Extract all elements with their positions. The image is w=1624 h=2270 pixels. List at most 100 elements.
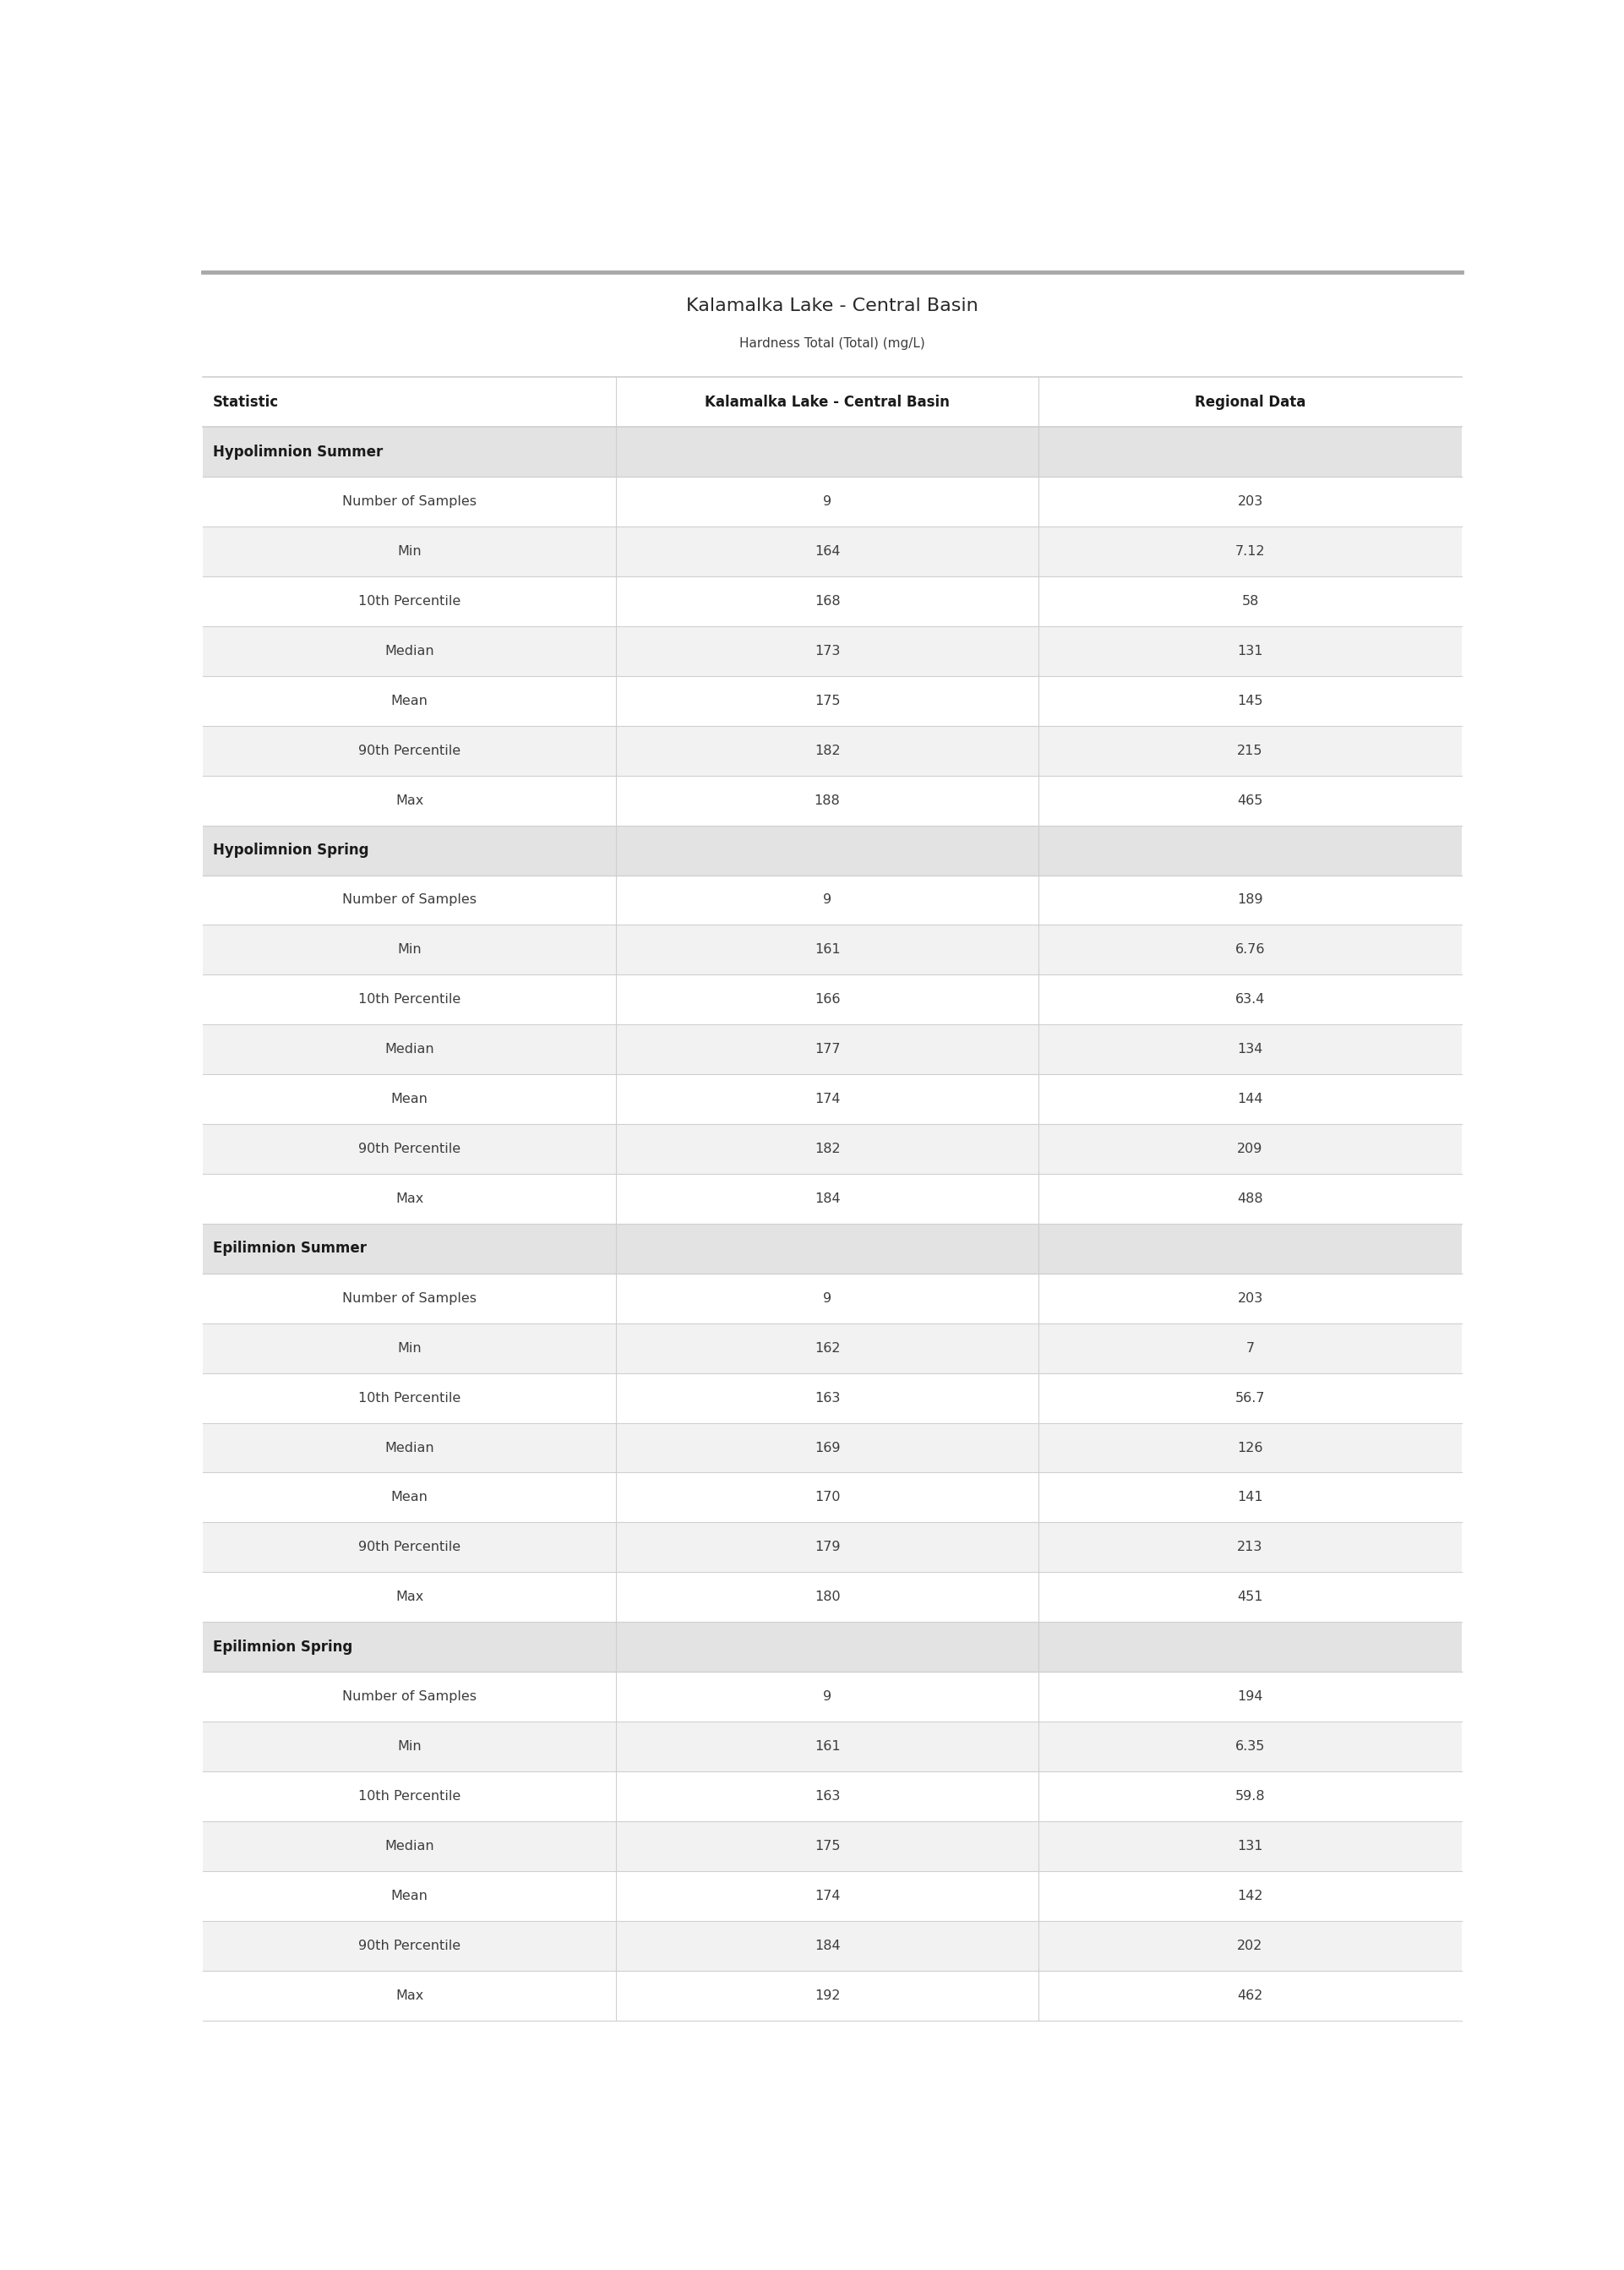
- Text: 131: 131: [1237, 645, 1263, 658]
- Text: Hypolimnion Spring: Hypolimnion Spring: [213, 842, 369, 858]
- Text: 194: 194: [1237, 1691, 1263, 1702]
- Text: 9: 9: [823, 1691, 831, 1702]
- Text: Max: Max: [395, 1591, 424, 1603]
- Text: 174: 174: [814, 1889, 840, 1902]
- Bar: [203, 876, 1462, 924]
- Text: Median: Median: [385, 1441, 434, 1455]
- Bar: [203, 1970, 1462, 2020]
- Bar: [203, 1623, 1462, 1671]
- Text: 131: 131: [1237, 1839, 1263, 1852]
- Bar: [203, 1523, 1462, 1573]
- Text: 180: 180: [814, 1591, 840, 1603]
- Text: 166: 166: [814, 994, 840, 1006]
- Text: 184: 184: [814, 1939, 840, 1952]
- Text: 192: 192: [814, 1989, 840, 2002]
- Text: 63.4: 63.4: [1236, 994, 1265, 1006]
- Bar: [203, 1124, 1462, 1174]
- Bar: [203, 1074, 1462, 1124]
- Text: 161: 161: [814, 944, 840, 956]
- Bar: [203, 577, 1462, 627]
- Text: 203: 203: [1237, 495, 1263, 508]
- Bar: [203, 1821, 1462, 1870]
- Text: 215: 215: [1237, 745, 1263, 756]
- Bar: [203, 1721, 1462, 1771]
- Text: 6.35: 6.35: [1236, 1741, 1265, 1752]
- Text: 59.8: 59.8: [1236, 1791, 1265, 1802]
- Bar: [203, 477, 1462, 527]
- Text: 10th Percentile: 10th Percentile: [359, 1791, 461, 1802]
- Bar: [203, 1323, 1462, 1373]
- Text: 90th Percentile: 90th Percentile: [359, 1939, 461, 1952]
- Text: 161: 161: [814, 1741, 840, 1752]
- Text: 179: 179: [814, 1541, 840, 1553]
- Text: 465: 465: [1237, 794, 1263, 806]
- Text: Epilimnion Spring: Epilimnion Spring: [213, 1639, 352, 1655]
- Text: Median: Median: [385, 1839, 434, 1852]
- Text: 182: 182: [814, 745, 840, 756]
- Text: Max: Max: [395, 1192, 424, 1205]
- Text: 173: 173: [814, 645, 840, 658]
- Bar: [203, 1423, 1462, 1473]
- Bar: [203, 1870, 1462, 1920]
- Text: Min: Min: [398, 1741, 422, 1752]
- Text: Median: Median: [385, 645, 434, 658]
- Text: 182: 182: [814, 1142, 840, 1155]
- Text: 163: 163: [814, 1791, 840, 1802]
- Text: 202: 202: [1237, 1939, 1263, 1952]
- Text: 174: 174: [814, 1092, 840, 1105]
- Text: 184: 184: [814, 1192, 840, 1205]
- Text: Min: Min: [398, 944, 422, 956]
- Text: 90th Percentile: 90th Percentile: [359, 1541, 461, 1553]
- Bar: [203, 1920, 1462, 1970]
- Text: 168: 168: [814, 595, 840, 608]
- Bar: [203, 527, 1462, 577]
- Text: 488: 488: [1237, 1192, 1263, 1205]
- Text: Hypolimnion Summer: Hypolimnion Summer: [213, 445, 383, 459]
- Bar: [203, 377, 1462, 427]
- Bar: [203, 924, 1462, 974]
- Text: 162: 162: [814, 1342, 840, 1355]
- Text: Mean: Mean: [391, 1491, 429, 1503]
- Text: Mean: Mean: [391, 1092, 429, 1105]
- Text: Statistic: Statistic: [213, 395, 279, 411]
- Text: Max: Max: [395, 794, 424, 806]
- Text: 6.76: 6.76: [1236, 944, 1265, 956]
- Text: Mean: Mean: [391, 1889, 429, 1902]
- Text: 188: 188: [814, 794, 840, 806]
- Bar: [203, 1671, 1462, 1721]
- Text: 169: 169: [814, 1441, 840, 1455]
- Text: 142: 142: [1237, 1889, 1263, 1902]
- Text: 10th Percentile: 10th Percentile: [359, 595, 461, 608]
- Text: Epilimnion Summer: Epilimnion Summer: [213, 1242, 367, 1255]
- Text: 189: 189: [1237, 894, 1263, 906]
- Text: 9: 9: [823, 1292, 831, 1305]
- Bar: [203, 1174, 1462, 1224]
- Text: 56.7: 56.7: [1236, 1392, 1265, 1405]
- Bar: [203, 627, 1462, 676]
- Text: 7.12: 7.12: [1236, 545, 1265, 558]
- Text: 10th Percentile: 10th Percentile: [359, 1392, 461, 1405]
- Text: 90th Percentile: 90th Percentile: [359, 745, 461, 756]
- Text: Kalamalka Lake - Central Basin: Kalamalka Lake - Central Basin: [705, 395, 950, 411]
- Text: 177: 177: [814, 1044, 840, 1056]
- Text: 134: 134: [1237, 1044, 1263, 1056]
- Text: 213: 213: [1237, 1541, 1263, 1553]
- Text: 58: 58: [1241, 595, 1259, 608]
- Bar: [203, 1373, 1462, 1423]
- Text: Number of Samples: Number of Samples: [343, 894, 476, 906]
- Bar: [203, 1273, 1462, 1323]
- Text: 144: 144: [1237, 1092, 1263, 1105]
- Bar: [203, 676, 1462, 726]
- Text: 203: 203: [1237, 1292, 1263, 1305]
- Text: 164: 164: [814, 545, 840, 558]
- Text: 209: 209: [1237, 1142, 1263, 1155]
- Text: 9: 9: [823, 495, 831, 508]
- Bar: [203, 1771, 1462, 1821]
- Text: Number of Samples: Number of Samples: [343, 1292, 476, 1305]
- Text: 10th Percentile: 10th Percentile: [359, 994, 461, 1006]
- Text: Number of Samples: Number of Samples: [343, 495, 476, 508]
- Bar: [203, 1573, 1462, 1623]
- Text: 90th Percentile: 90th Percentile: [359, 1142, 461, 1155]
- Bar: [203, 1473, 1462, 1523]
- Bar: [203, 427, 1462, 477]
